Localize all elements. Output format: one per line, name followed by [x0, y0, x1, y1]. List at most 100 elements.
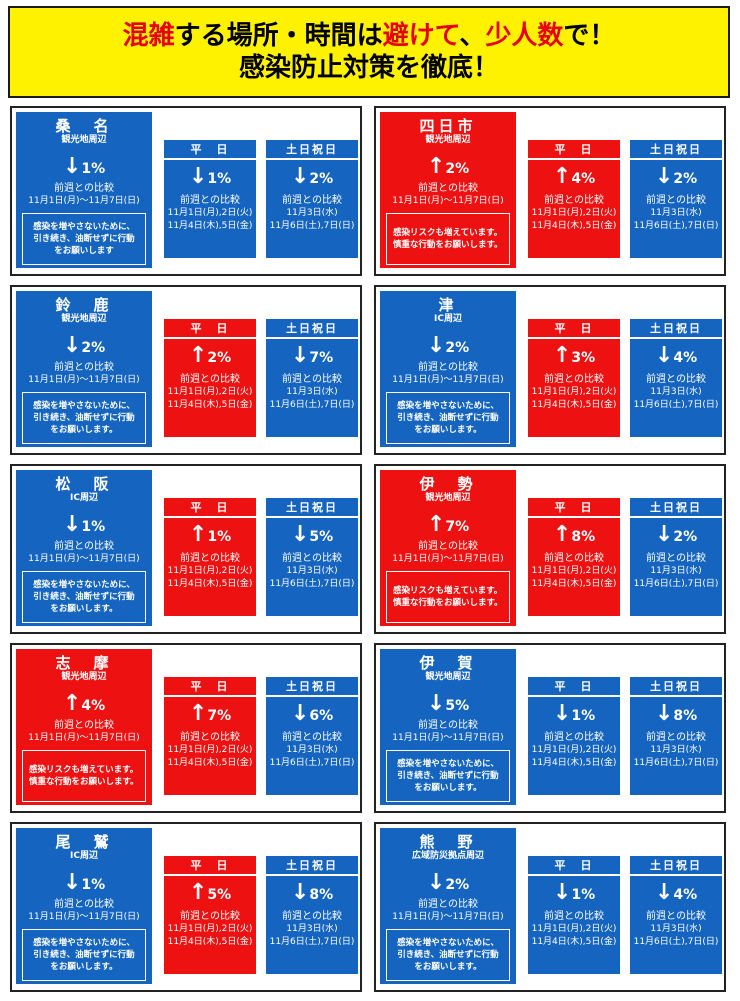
main-body: ↑2% 前週との比較 11月1日(月)～11月7日(日) 感染リスクも増えています。慎… — [380, 152, 516, 268]
main-indicator: 志 摩観光地周辺 ↑4% 前週との比較 11月1日(月)～11月7日(日) 感染リスクも… — [16, 649, 152, 805]
banner-text: 混雑 — [122, 20, 175, 51]
dates-line: 11月3日(水) — [650, 745, 702, 755]
period-label: 11月1日(月)～11月7日(日) — [28, 375, 140, 385]
area-name: 桑 名 — [55, 117, 113, 136]
dates-line: 11月3日(水) — [286, 745, 338, 755]
compare-label: 前週との比較 — [418, 183, 478, 194]
weekday-value: ↓1% — [528, 880, 620, 908]
trend-arrow: ↓ — [62, 333, 82, 358]
compare-label: 前週との比較 — [544, 553, 604, 564]
holiday-value: ↓5% — [266, 522, 358, 550]
compare-label: 前週との比較 — [418, 899, 478, 910]
dates-line: 11月1日(月),2日(火) — [167, 924, 253, 934]
dates-line: 11月1日(月),2日(火) — [167, 387, 253, 397]
compare-label: 前週との比較 — [544, 374, 604, 385]
period-label: 11月1日(月)～11月7日(日) — [392, 554, 504, 564]
advice-line: 引き続き、油断せずに行動 — [33, 950, 135, 960]
holiday-label: 土日祝日 — [266, 677, 358, 697]
compare-label: 前週との比較 — [54, 362, 114, 373]
dates-line: 11月3日(水) — [650, 387, 702, 397]
holiday-card: 土日祝日 ↓6% 前週との比較 11月3日(水) 11月6日(土),7日(日) — [266, 677, 358, 795]
advice-line: 引き続き、油断せずに行動 — [397, 771, 499, 781]
period-label: 11月1日(月)～11月7日(日) — [392, 733, 504, 743]
holiday-label: 土日祝日 — [630, 677, 722, 697]
dates-line: 11月4日(木),5日(金) — [531, 579, 617, 589]
weekday-label: 平 日 — [528, 856, 620, 876]
trend-arrow: ↓ — [290, 880, 310, 905]
compare-label: 前週との比較 — [646, 553, 706, 564]
trend-value: 5% — [207, 887, 232, 903]
trend-value: 1% — [81, 161, 106, 177]
weekday-label: 平 日 — [164, 856, 256, 876]
holiday-value: ↓2% — [630, 164, 722, 192]
trend-value: 1% — [207, 171, 232, 187]
trend-value: 5% — [309, 529, 334, 545]
trend-arrow: ↑ — [188, 880, 208, 905]
holiday-card: 土日祝日 ↓2% 前週との比較 11月3日(水) 11月6日(土),7日(日) — [630, 140, 722, 258]
weekday-label: 平 日 — [164, 319, 256, 339]
advice-line: 感染を増やさないために、 — [33, 222, 135, 232]
compare-label: 前週との比較 — [418, 541, 478, 552]
trend-arrow: ↓ — [654, 164, 674, 189]
compare-label: 前週との比較 — [646, 732, 706, 743]
trend-arrow: ↑ — [188, 701, 208, 726]
area-name: 津 — [438, 296, 458, 315]
main-value: ↓2% — [380, 333, 516, 361]
dates-line: 11月4日(木),5日(金) — [531, 221, 617, 231]
banner-line-1: 混雑する場所・時間は避けて、少人数で！ — [123, 20, 616, 53]
banner-text: 避けて — [382, 20, 460, 51]
trend-value: 8% — [673, 708, 698, 724]
area-header: 桑 名観光地周辺 — [16, 112, 152, 152]
trend-arrow: ↓ — [552, 701, 572, 726]
trend-value: 1% — [571, 708, 596, 724]
trend-arrow: ↓ — [654, 880, 674, 905]
compare-label: 前週との比較 — [418, 362, 478, 373]
trend-value: 4% — [673, 887, 698, 903]
weekday-value: ↓1% — [528, 701, 620, 729]
weekday-card: 平 日 ↑8% 前週との比較 11月1日(月),2日(火) 11月4日(木),5日(金) — [528, 498, 620, 616]
compare-label: 前週との比較 — [282, 195, 342, 206]
trend-arrow: ↓ — [426, 870, 446, 895]
area-name: 尾 鷲 — [55, 833, 113, 852]
dates-line: 11月1日(月),2日(火) — [167, 566, 253, 576]
main-value: ↑4% — [16, 691, 152, 719]
holiday-card: 土日祝日 ↓8% 前週との比較 11月3日(水) 11月6日(土),7日(日) — [630, 677, 722, 795]
area-card: 松 阪 IC周辺 ↓1% 前週との比較 11月1日(月)～11月7日(日) 感染を増やさな… — [10, 464, 362, 634]
trend-value: 4% — [81, 698, 106, 714]
dates-line: 11月1日(月),2日(火) — [531, 924, 617, 934]
area-name: 熊 野 — [419, 833, 477, 852]
area-sub: 観光地周辺 — [61, 134, 107, 145]
trend-value: 2% — [445, 161, 470, 177]
dates-line: 11月4日(木),5日(金) — [531, 758, 617, 768]
dates-line: 11月4日(木),5日(金) — [167, 579, 253, 589]
dates-line: 11月1日(月),2日(火) — [167, 208, 253, 218]
holiday-value: ↓6% — [266, 701, 358, 729]
advice-line: 感染を増やさないために、 — [33, 580, 135, 590]
compare-label: 前週との比較 — [544, 195, 604, 206]
compare-label: 前週との比較 — [180, 374, 240, 385]
weekday-value: ↑7% — [164, 701, 256, 729]
trend-arrow: ↓ — [62, 154, 82, 179]
banner-text: 、 — [459, 20, 486, 51]
holiday-label: 土日祝日 — [266, 319, 358, 339]
main-indicator: 四日市 観光地周辺 ↑2% 前週との比較 11月1日(月)～11月7日(日) 感染リスクも… — [380, 112, 516, 268]
advice-line: 感染を増やさないために、 — [33, 401, 135, 411]
area-card: 津 IC周辺 ↓2% 前週との比較 11月1日(月)～11月7日(日) 感染を増やさないた… — [374, 285, 726, 455]
advice-line: 感染リスクも増えています。 — [29, 765, 139, 775]
trend-value: 2% — [309, 171, 334, 187]
main-indicator: 津 IC周辺 ↓2% 前週との比較 11月1日(月)～11月7日(日) 感染を増やさないた… — [380, 291, 516, 447]
advice-message: 感染を増やさないために、 引き続き、油断せずに行動 をお願いします。 — [22, 571, 146, 623]
advice-line: 引き続き、油断せずに行動 — [397, 950, 499, 960]
trend-arrow: ↓ — [62, 870, 82, 895]
dates-line: 11月6日(土),7日(日) — [633, 400, 719, 410]
weekday-value: ↑3% — [528, 343, 620, 371]
compare-label: 前週との比較 — [54, 720, 114, 731]
advice-line: 感染を増やさないために、 — [397, 938, 499, 948]
advice-line: 引き続き、油断せずに行動 — [397, 413, 499, 423]
dates-line: 11月3日(水) — [286, 387, 338, 397]
advice-line: 感染リスクも増えています。 — [393, 586, 503, 596]
compare-label: 前週との比較 — [282, 374, 342, 385]
holiday-value: ↓8% — [630, 701, 722, 729]
trend-value: 4% — [571, 171, 596, 187]
trend-arrow: ↑ — [62, 691, 82, 716]
